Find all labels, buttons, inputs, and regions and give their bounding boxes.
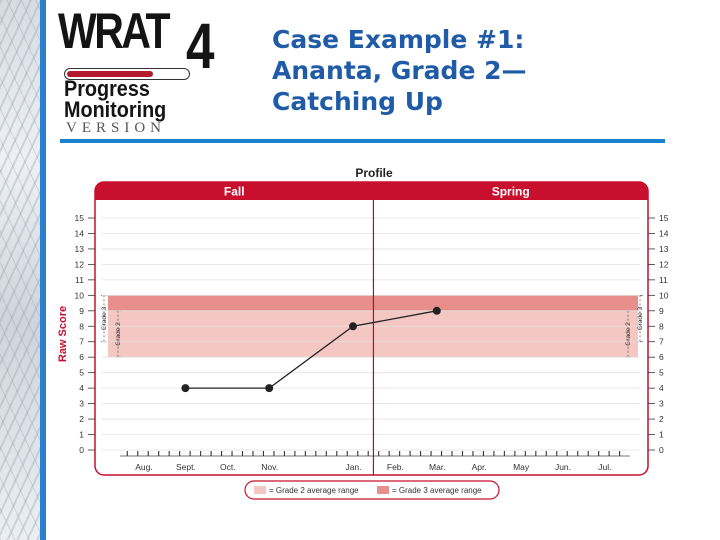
logo-version-text: VERSION	[66, 120, 167, 136]
x-tick-label: Jul.	[598, 462, 611, 472]
y-tick-label-left: 5	[79, 368, 84, 378]
logo-monitoring-text: Monitoring	[64, 97, 167, 122]
grade2-bracket-right-label: Grade 2	[625, 322, 632, 346]
header-fall-label: Fall	[224, 185, 245, 199]
y-tick-label-left: 11	[75, 275, 84, 285]
logo-four-text: 4	[186, 10, 215, 82]
y-tick-label-left: 15	[75, 213, 85, 223]
x-tick-label: Sept.	[176, 462, 196, 472]
legend-swatch-grade2	[254, 486, 266, 494]
logo-wrat-text: WRAT	[58, 3, 171, 59]
legend-label-grade2: = Grade 2 average range	[269, 486, 359, 495]
x-tick-label: Feb.	[387, 462, 404, 472]
y-tick-label-right: 8	[659, 321, 664, 331]
y-tick-label-right: 7	[659, 337, 664, 347]
score-point	[349, 322, 357, 331]
y-tick-label-left: 6	[79, 352, 84, 362]
y-tick-label-left: 10	[75, 290, 85, 300]
y-tick-label-left: 14	[75, 228, 85, 238]
y-tick-label-left: 0	[79, 445, 84, 455]
y-tick-label-right: 4	[659, 383, 664, 393]
score-line	[185, 310, 437, 389]
legend-box	[244, 480, 500, 500]
x-tick-label: Jan.	[345, 462, 361, 472]
blue-edge-stripe	[40, 0, 46, 540]
legend-swatch-grade3	[377, 486, 389, 494]
y-tick-label-right: 6	[659, 352, 664, 362]
y-tick-label-left: 12	[75, 259, 85, 269]
y-tick-label-right: 15	[659, 213, 669, 223]
slide-title-line: Ananta, Grade 2—	[272, 56, 527, 85]
logo-progress-fill	[67, 71, 154, 77]
chart-header-band	[95, 182, 648, 200]
wrat4-logo: WRAT 4 Progress Monitoring VERSION	[58, 6, 228, 136]
title-divider-rule	[60, 139, 665, 143]
y-tick-label-right: 14	[659, 228, 669, 238]
y-axis-label: Raw Score	[57, 306, 69, 362]
x-tick-label: Apr.	[472, 462, 487, 472]
slide-title: Case Example #1: Ananta, Grade 2— Catchi…	[272, 24, 692, 117]
y-tick-label-right: 0	[659, 445, 664, 455]
y-tick-label-right: 9	[659, 306, 664, 316]
marble-background	[0, 0, 40, 540]
y-tick-label-left: 3	[79, 399, 84, 409]
x-tick-label: Oct.	[220, 462, 236, 472]
slide-title-line: Case Example #1:	[272, 25, 525, 54]
x-tick-label: May	[513, 462, 530, 472]
y-tick-label-right: 11	[659, 275, 668, 285]
y-tick-label-left: 2	[79, 414, 84, 424]
y-tick-label-left: 4	[79, 383, 84, 393]
logo-progress-monitoring: Progress Monitoring	[64, 76, 167, 122]
chart-title: Profile	[355, 166, 393, 180]
y-tick-label-left: 7	[79, 337, 84, 347]
y-tick-label-right: 5	[659, 368, 664, 378]
y-tick-label-left: 9	[79, 306, 84, 316]
x-tick-label: Aug.	[135, 462, 153, 472]
y-tick-label-left: 1	[79, 430, 84, 440]
y-tick-label-left: 8	[79, 321, 84, 331]
logo-progress-text: Progress	[64, 76, 150, 101]
y-tick-label-right: 13	[659, 244, 669, 254]
y-tick-label-right: 2	[659, 414, 664, 424]
y-tick-label-right: 3	[659, 399, 664, 409]
grade3-bracket-left-label: Grade 3	[101, 306, 108, 330]
logo-progress-bar	[64, 68, 190, 80]
header-spring-label: Spring	[492, 185, 530, 199]
y-tick-label-right: 1	[659, 430, 664, 440]
score-point	[432, 306, 441, 315]
grade2-bracket-left-label: Grade 2	[115, 322, 122, 346]
x-tick-label: Jun.	[555, 462, 571, 472]
y-tick-label-right: 10	[659, 290, 669, 300]
y-tick-label-left: 13	[75, 244, 85, 254]
score-point	[265, 384, 274, 393]
score-point	[181, 384, 190, 393]
x-tick-label: Mar.	[429, 462, 446, 472]
grade3-bracket-right-label: Grade 3	[637, 306, 644, 330]
x-tick-label: Nov.	[261, 462, 278, 472]
legend-label-grade3: = Grade 3 average range	[392, 486, 482, 495]
y-tick-label-right: 12	[659, 259, 669, 269]
slide-title-line: Catching Up	[272, 87, 443, 116]
